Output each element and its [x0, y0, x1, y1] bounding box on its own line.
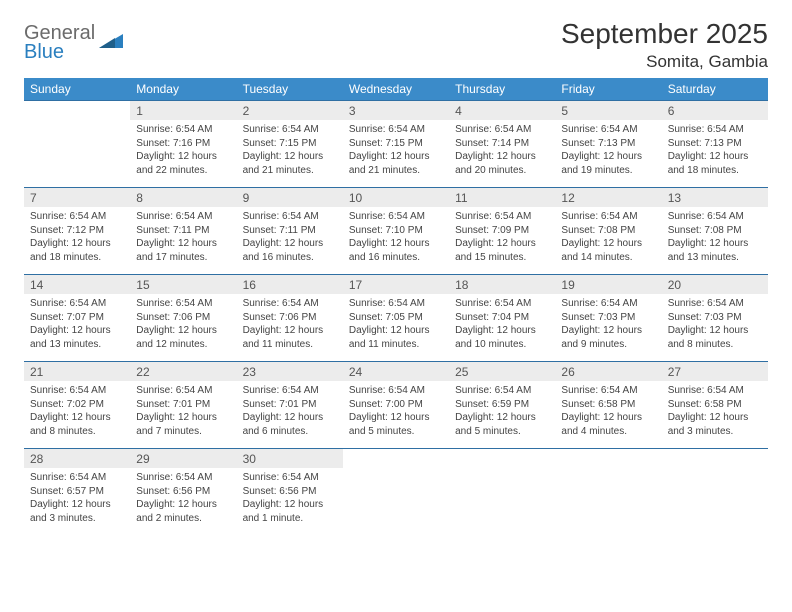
day-info: [449, 468, 555, 535]
calendar-body: 123456Sunrise: 6:54 AMSunset: 7:16 PMDay…: [24, 101, 768, 536]
brand-logo: General Blue: [24, 18, 125, 62]
day-number: 25: [449, 362, 555, 382]
day-info: Sunrise: 6:54 AMSunset: 7:05 PMDaylight:…: [343, 294, 449, 362]
day-info: Sunrise: 6:54 AMSunset: 7:00 PMDaylight:…: [343, 381, 449, 449]
dow-friday: Friday: [555, 78, 661, 101]
day-number: 7: [24, 188, 130, 208]
day-info: Sunrise: 6:54 AMSunset: 7:08 PMDaylight:…: [555, 207, 661, 275]
day-info: Sunrise: 6:54 AMSunset: 7:14 PMDaylight:…: [449, 120, 555, 188]
day-number: 1: [130, 101, 236, 121]
day-number: 16: [237, 275, 343, 295]
day-number: 3: [343, 101, 449, 121]
day-number: 11: [449, 188, 555, 208]
week-info-row: Sunrise: 6:54 AMSunset: 7:12 PMDaylight:…: [24, 207, 768, 275]
day-number: [24, 101, 130, 121]
day-info: [343, 468, 449, 535]
day-number: [555, 449, 661, 469]
day-info: Sunrise: 6:54 AMSunset: 7:13 PMDaylight:…: [555, 120, 661, 188]
day-number: 24: [343, 362, 449, 382]
day-number: 14: [24, 275, 130, 295]
day-info: Sunrise: 6:54 AMSunset: 7:04 PMDaylight:…: [449, 294, 555, 362]
brand-text: General Blue: [24, 24, 95, 62]
sail-icon: [99, 30, 125, 50]
day-info: Sunrise: 6:54 AMSunset: 7:03 PMDaylight:…: [555, 294, 661, 362]
day-info: Sunrise: 6:54 AMSunset: 7:06 PMDaylight:…: [130, 294, 236, 362]
day-info: Sunrise: 6:54 AMSunset: 7:02 PMDaylight:…: [24, 381, 130, 449]
day-info: Sunrise: 6:54 AMSunset: 7:06 PMDaylight:…: [237, 294, 343, 362]
day-info: Sunrise: 6:54 AMSunset: 7:11 PMDaylight:…: [130, 207, 236, 275]
dow-thursday: Thursday: [449, 78, 555, 101]
day-number: [662, 449, 768, 469]
week-daynum-row: 14151617181920: [24, 275, 768, 295]
day-number: 30: [237, 449, 343, 469]
day-number: 4: [449, 101, 555, 121]
day-number: 18: [449, 275, 555, 295]
brand-line2: Blue: [24, 41, 64, 63]
week-daynum-row: 282930: [24, 449, 768, 469]
dow-saturday: Saturday: [662, 78, 768, 101]
week-daynum-row: 123456: [24, 101, 768, 121]
calendar-page: General Blue September 2025 Somita, Gamb…: [0, 0, 792, 553]
day-info: Sunrise: 6:54 AMSunset: 6:56 PMDaylight:…: [130, 468, 236, 535]
location-label: Somita, Gambia: [561, 52, 768, 72]
day-number: 8: [130, 188, 236, 208]
day-number: 6: [662, 101, 768, 121]
month-title: September 2025: [561, 18, 768, 50]
week-info-row: Sunrise: 6:54 AMSunset: 7:02 PMDaylight:…: [24, 381, 768, 449]
day-number: 22: [130, 362, 236, 382]
day-number: 13: [662, 188, 768, 208]
calendar-table: Sunday Monday Tuesday Wednesday Thursday…: [24, 78, 768, 535]
day-info: Sunrise: 6:54 AMSunset: 7:15 PMDaylight:…: [343, 120, 449, 188]
day-number: 10: [343, 188, 449, 208]
week-daynum-row: 21222324252627: [24, 362, 768, 382]
dow-header-row: Sunday Monday Tuesday Wednesday Thursday…: [24, 78, 768, 101]
day-info: Sunrise: 6:54 AMSunset: 7:11 PMDaylight:…: [237, 207, 343, 275]
day-number: 21: [24, 362, 130, 382]
page-header: General Blue September 2025 Somita, Gamb…: [24, 18, 768, 72]
day-info: Sunrise: 6:54 AMSunset: 6:59 PMDaylight:…: [449, 381, 555, 449]
week-info-row: Sunrise: 6:54 AMSunset: 7:16 PMDaylight:…: [24, 120, 768, 188]
dow-monday: Monday: [130, 78, 236, 101]
day-number: 20: [662, 275, 768, 295]
day-number: 2: [237, 101, 343, 121]
day-info: Sunrise: 6:54 AMSunset: 7:12 PMDaylight:…: [24, 207, 130, 275]
day-number: 12: [555, 188, 661, 208]
day-number: [343, 449, 449, 469]
day-info: Sunrise: 6:54 AMSunset: 7:10 PMDaylight:…: [343, 207, 449, 275]
day-number: 19: [555, 275, 661, 295]
day-number: 5: [555, 101, 661, 121]
day-info: Sunrise: 6:54 AMSunset: 6:57 PMDaylight:…: [24, 468, 130, 535]
day-info: [662, 468, 768, 535]
dow-tuesday: Tuesday: [237, 78, 343, 101]
day-number: 27: [662, 362, 768, 382]
day-info: Sunrise: 6:54 AMSunset: 6:58 PMDaylight:…: [555, 381, 661, 449]
dow-sunday: Sunday: [24, 78, 130, 101]
week-info-row: Sunrise: 6:54 AMSunset: 7:07 PMDaylight:…: [24, 294, 768, 362]
day-number: 29: [130, 449, 236, 469]
day-info: Sunrise: 6:54 AMSunset: 7:01 PMDaylight:…: [130, 381, 236, 449]
day-number: 15: [130, 275, 236, 295]
day-number: 28: [24, 449, 130, 469]
day-info: Sunrise: 6:54 AMSunset: 7:15 PMDaylight:…: [237, 120, 343, 188]
day-info: Sunrise: 6:54 AMSunset: 7:13 PMDaylight:…: [662, 120, 768, 188]
day-info: Sunrise: 6:54 AMSunset: 7:16 PMDaylight:…: [130, 120, 236, 188]
day-info: Sunrise: 6:54 AMSunset: 7:07 PMDaylight:…: [24, 294, 130, 362]
day-info: Sunrise: 6:54 AMSunset: 7:01 PMDaylight:…: [237, 381, 343, 449]
day-info: Sunrise: 6:54 AMSunset: 6:58 PMDaylight:…: [662, 381, 768, 449]
day-info: [555, 468, 661, 535]
day-info: Sunrise: 6:54 AMSunset: 6:56 PMDaylight:…: [237, 468, 343, 535]
day-info: Sunrise: 6:54 AMSunset: 7:09 PMDaylight:…: [449, 207, 555, 275]
dow-wednesday: Wednesday: [343, 78, 449, 101]
day-number: 23: [237, 362, 343, 382]
day-info: Sunrise: 6:54 AMSunset: 7:03 PMDaylight:…: [662, 294, 768, 362]
day-info: [24, 120, 130, 188]
week-info-row: Sunrise: 6:54 AMSunset: 6:57 PMDaylight:…: [24, 468, 768, 535]
title-block: September 2025 Somita, Gambia: [561, 18, 768, 72]
day-number: 17: [343, 275, 449, 295]
day-number: 26: [555, 362, 661, 382]
day-number: [449, 449, 555, 469]
day-number: 9: [237, 188, 343, 208]
day-info: Sunrise: 6:54 AMSunset: 7:08 PMDaylight:…: [662, 207, 768, 275]
week-daynum-row: 78910111213: [24, 188, 768, 208]
